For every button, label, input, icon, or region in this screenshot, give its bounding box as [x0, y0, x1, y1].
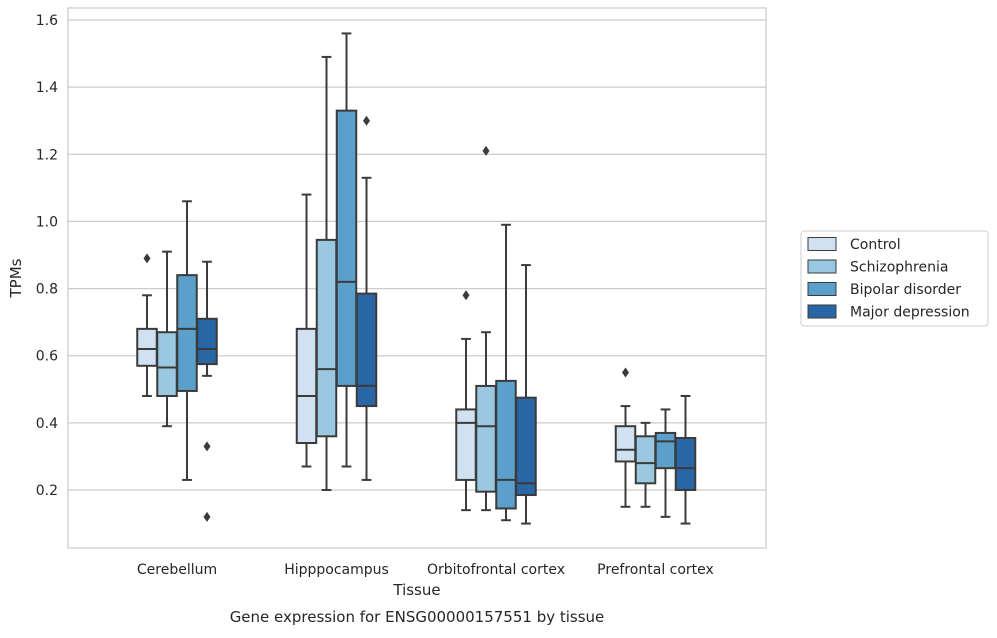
- legend-label: Control: [850, 237, 901, 253]
- chart-title: Gene expression for ENSG00000157551 by t…: [230, 608, 605, 626]
- boxes: [136, 32, 697, 525]
- box-iqr: [355, 292, 378, 408]
- box-iqr: [136, 327, 158, 367]
- legend: Control Schizophrenia Bipolar disorder Majo…: [800, 230, 989, 327]
- x-tick-label: Orbitofrontal cortex: [427, 562, 565, 578]
- x-axis-label: Tissue: [392, 581, 440, 599]
- outlier-point: [143, 253, 151, 264]
- outlier-point: [622, 367, 629, 378]
- box-major-depression: [196, 260, 218, 522]
- y-tick-label: 1.6: [36, 13, 58, 29]
- legend-label: Schizophrenia: [850, 260, 948, 276]
- y-tick-label: 0.2: [36, 483, 58, 499]
- y-tick-label: 0.4: [36, 416, 58, 432]
- box-iqr: [335, 109, 358, 387]
- box-iqr: [674, 436, 697, 492]
- y-tick-label: 1.2: [36, 147, 58, 163]
- box-control: [295, 193, 318, 468]
- outlier-point: [203, 511, 211, 522]
- box-major-depression: [674, 395, 697, 525]
- x-tick-label: Hipppocampus: [284, 562, 389, 578]
- box-bipolar-disorder: [495, 223, 517, 522]
- grid-lines: [68, 19, 766, 491]
- box-iqr: [315, 238, 338, 438]
- box-iqr: [475, 384, 497, 493]
- legend-swatch: [807, 237, 837, 251]
- box-iqr: [654, 431, 677, 470]
- y-axis-label: TPMs: [7, 258, 25, 298]
- y-tick-label: 0.6: [36, 349, 58, 365]
- y-tick-label: 0.8: [36, 282, 58, 298]
- y-tick-label: 1.0: [36, 214, 58, 230]
- box-bipolar-disorder: [335, 32, 358, 468]
- box-iqr: [295, 327, 318, 445]
- plot-frame: [67, 7, 767, 549]
- legend-swatch: [807, 259, 837, 274]
- legend-frame: [800, 230, 989, 327]
- legend-swatch: [807, 304, 837, 319]
- box-iqr: [156, 331, 178, 398]
- y-tick-label: 1.4: [36, 80, 58, 96]
- box-iqr: [515, 396, 537, 497]
- y-axis-ticks: 0.2 0.4 0.6 0.8 1.0 1.2 1.4 1.6: [36, 13, 58, 499]
- legend-label: Major depression: [850, 305, 970, 321]
- legend-label: Bipolar disorder: [850, 282, 961, 298]
- box-iqr: [495, 379, 517, 510]
- box-major-depression: [515, 264, 537, 525]
- box-bipolar-disorder: [176, 200, 198, 481]
- box-schizophrenia: [475, 145, 497, 512]
- box-control: [455, 290, 477, 512]
- outlier-point: [482, 145, 490, 156]
- outlier-point: [203, 441, 211, 452]
- x-tick-label: Prefrontal cortex: [597, 562, 714, 578]
- outlier-point: [462, 290, 470, 301]
- box-iqr: [634, 435, 657, 485]
- box-schizophrenia: [315, 55, 338, 491]
- legend-swatch: [807, 282, 837, 296]
- box-iqr: [196, 317, 218, 366]
- outlier-point: [363, 115, 370, 126]
- x-tick-label: Cerebellum: [137, 562, 217, 578]
- box-iqr: [176, 274, 198, 392]
- box-major-depression: [355, 115, 378, 481]
- x-axis-ticks: Cerebellum Hipppocampus Orbitofrontal cort…: [137, 562, 714, 578]
- box-control: [136, 253, 158, 397]
- box-control: [614, 367, 637, 508]
- box-schizophrenia: [156, 250, 178, 428]
- box-iqr: [455, 408, 477, 481]
- box-schizophrenia: [634, 421, 657, 508]
- box-bipolar-disorder: [654, 408, 677, 518]
- box-iqr: [614, 425, 637, 463]
